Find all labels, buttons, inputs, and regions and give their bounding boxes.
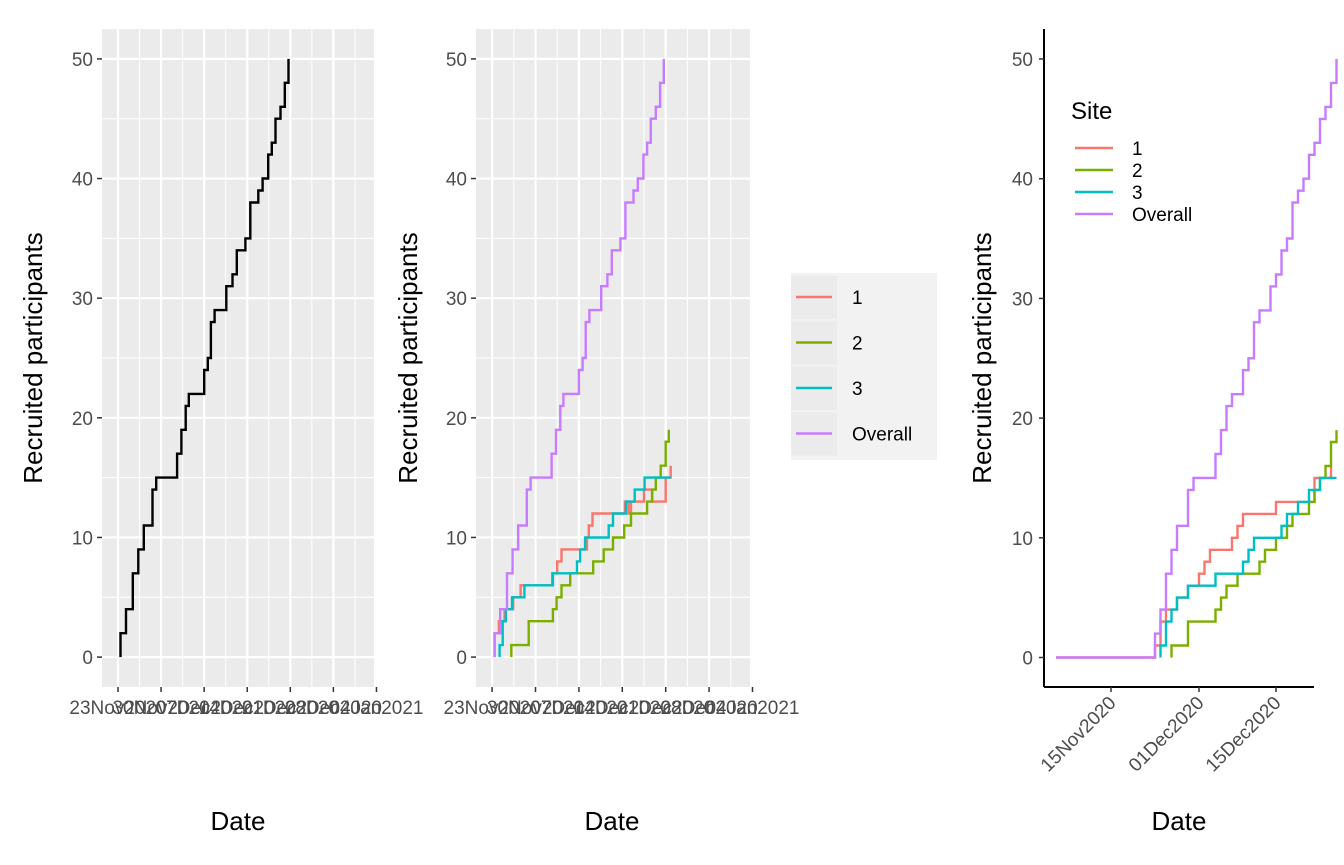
panel-2-plot: 0 10 20 30 40 50 23Nov202030Nov202007Dec202014… [393,29,937,836]
panel-1-x-tick-label: 04Jan2021 [329,698,423,719]
panel-1-y-tick-label: 40 [72,170,93,191]
panel-1-x-tick-label: 30Nov2020 [112,698,209,719]
panel-2-x-tick-label: 14Dec2020 [574,698,671,719]
panel-2-x-tick-label: 30Nov2020 [487,698,584,719]
panel-3-legend-label: 1 [1132,139,1143,160]
panel-2-y-tick-label: 20 [446,409,467,430]
panel-3-legend-title: Site [1071,98,1112,125]
panel-1-y-tick-label: 20 [72,409,93,430]
panel-2-y-tick-label: 30 [446,289,467,310]
panel-2-y-axis-title: Recruited participants [393,232,423,483]
panel-1-y-tick-label: 10 [72,528,93,549]
panel-3-legend-label: 2 [1132,161,1143,182]
panel-2-series-overall [493,58,665,658]
panel-3-x-tick-label: 01Dec2020 [1125,693,1209,777]
panel-3-series-overall [1056,59,1338,659]
panel-2-legend-label: 3 [852,379,863,400]
panel-1-plot: 0 10 20 30 40 50 23Nov202030Nov202007Dec202014… [18,29,423,836]
panel-2-y-tick-label: 0 [456,648,467,669]
panel-3-y-tick-label: 10 [1012,529,1033,550]
panel-1-y-tick-label: 0 [82,648,93,669]
panel-2-x-tick-label: 04Jan2021 [705,698,799,719]
panel-1-y-axis-title: Recruited participants [18,232,48,483]
panel-1-x-axis-title: Date [211,806,266,836]
panel-2-series-3 [498,476,671,658]
panel-3-y-tick-label: 50 [1012,50,1033,71]
panel-1-x-tick-label: 07Dec2020 [156,698,253,719]
panel-1-x-tick-label: 23Nov2020 [69,698,166,719]
panel-3-x-axis-title: Date [1152,806,1207,836]
panel-2-y-tick-label: 10 [446,528,467,549]
panel-1-y-tick-label: 30 [72,289,93,310]
panel-2-x-tick-label: 07Dec2020 [530,698,627,719]
panel-2-y-tick-label: 40 [446,170,467,191]
panel-2-x-axis-title: Date [585,806,640,836]
panel-2-x-tick-label: 21Dec2020 [617,698,714,719]
panel-1-x-tick-label: 28Dec2020 [285,698,382,719]
panel-1-y-tick-label: 50 [72,50,93,71]
panel-2-legend-label: 2 [852,334,863,355]
panel-3-legend-label: Overall [1132,205,1192,226]
panel-2-x-tick-label: 23Nov2020 [444,698,541,719]
panel-3-y-tick-label: 30 [1012,289,1033,310]
panel-1-series-line [119,58,290,658]
panel-1-x-tick-label: 14Dec2020 [199,698,296,719]
panel-3-series-3 [1159,476,1337,658]
panel-1-x-tick-label: 21Dec2020 [242,698,339,719]
panel-2-legend-label: 1 [852,288,863,309]
panel-3-legend-label: 3 [1132,183,1143,204]
panel-2-y-tick-label: 50 [446,50,467,71]
panel-3-y-tick-label: 40 [1012,170,1033,191]
panel-3-x-tick-label: 15Nov2020 [1037,693,1121,777]
panel-3-y-axis-title: Recruited participants [967,232,997,483]
panel-3-x-tick-label: 15Dec2020 [1202,693,1286,777]
panel-3-y-tick-label: 0 [1022,649,1033,670]
panel-3-y-tick-label: 20 [1012,409,1033,430]
panel-2-x-tick-label: 28Dec2020 [660,698,757,719]
panel-3-series-1 [1056,466,1333,659]
panel-2-legend-label: Overall [852,425,912,446]
